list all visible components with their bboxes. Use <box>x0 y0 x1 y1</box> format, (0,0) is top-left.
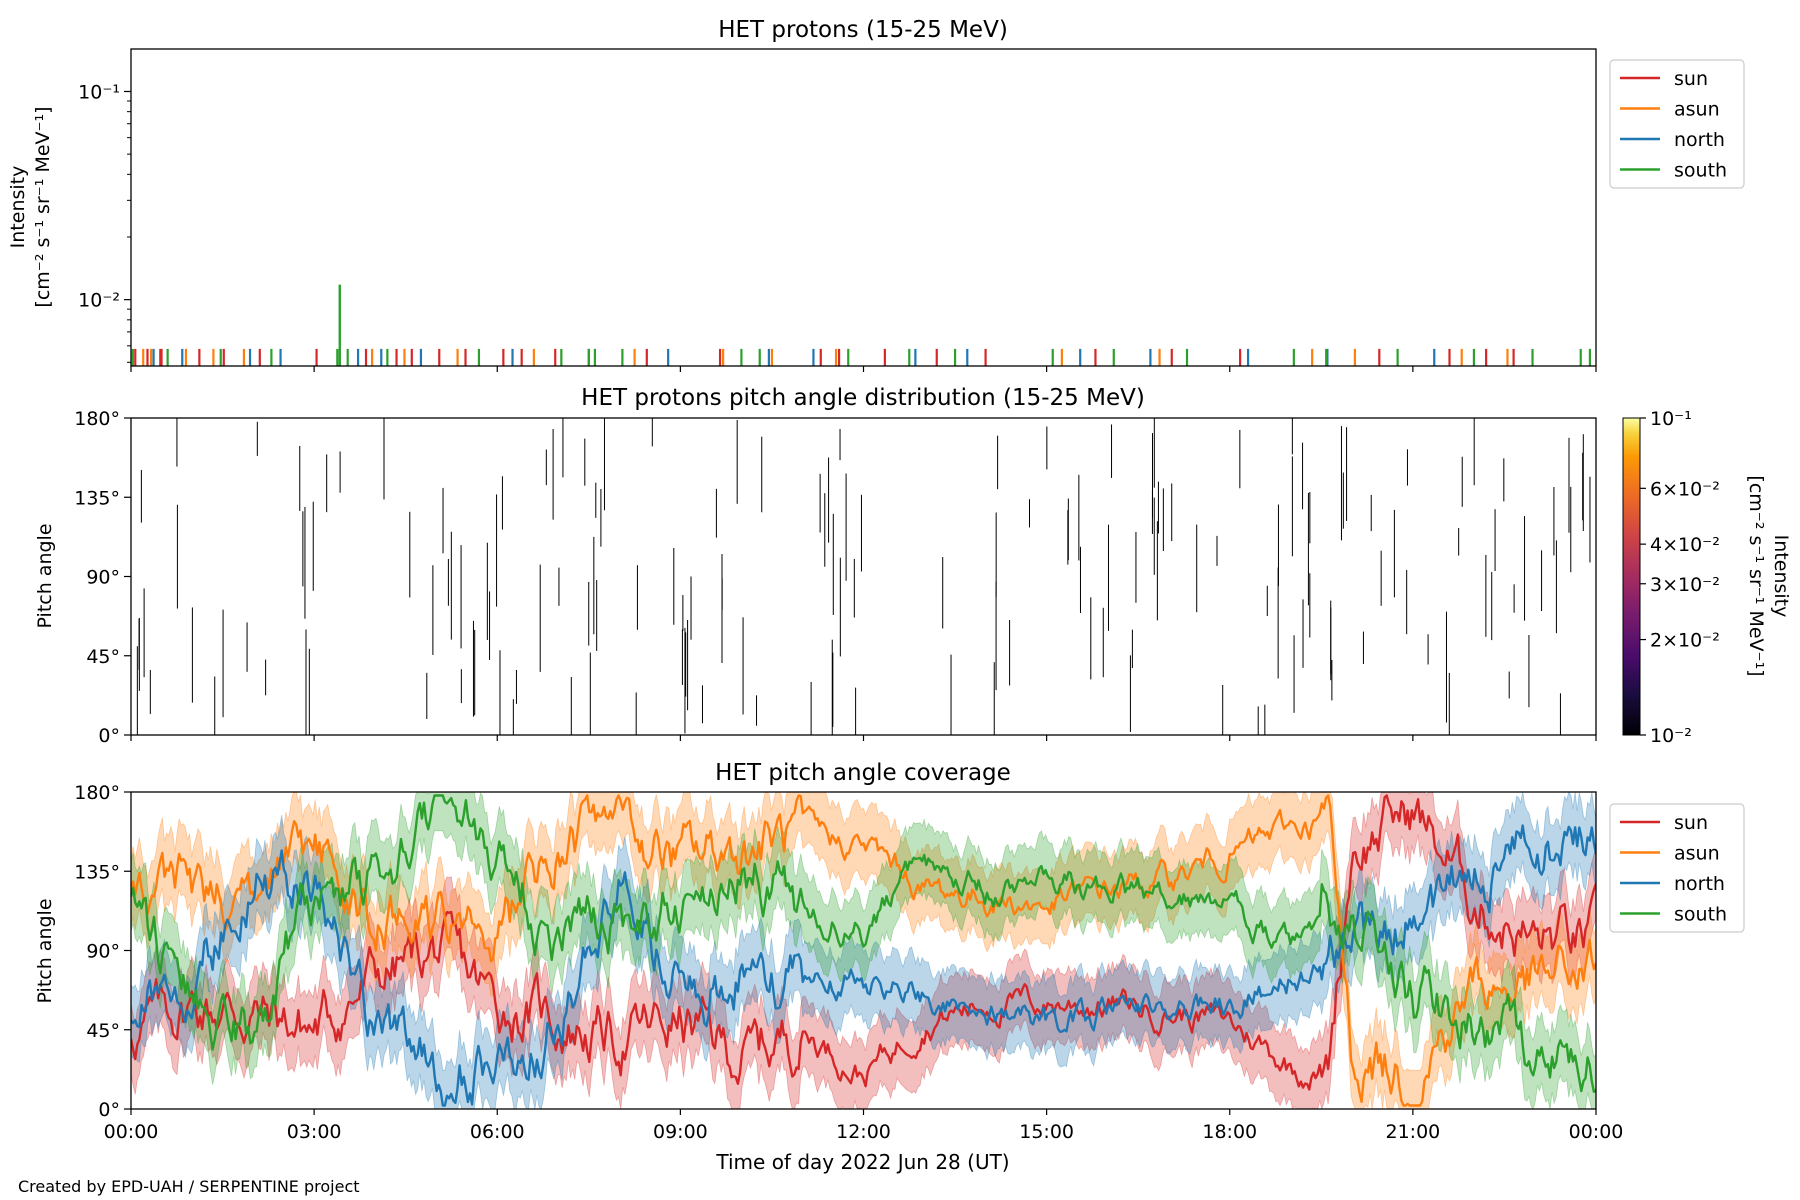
y-tick-label: 180° <box>74 782 120 804</box>
distribution-marks <box>136 418 1591 735</box>
panel2-y-axis: 0° 45° 90° 135° 180° <box>74 408 131 747</box>
intensity-spikes <box>131 284 1591 366</box>
coverage-band-north <box>131 792 1596 1109</box>
legend-label-south: south <box>1674 904 1727 926</box>
panel1-ylabel-line1: Intensity <box>7 166 29 249</box>
colorbar-label-line2: [cm⁻² s⁻¹ sr⁻¹ MeV⁻¹] <box>1745 475 1767 676</box>
coverage-band-sun <box>131 792 1596 1109</box>
panel3-title: HET pitch angle coverage <box>715 760 1011 786</box>
colorbar-tick-label: 10⁻¹ <box>1650 408 1692 430</box>
colorbar-ticks: 10⁻² 2×10⁻² 3×10⁻² 4×10⁻² 6×10⁻² 10⁻¹ <box>1640 408 1720 747</box>
pitch-angle-distribution-panel: HET protons pitch angle distribution (15… <box>34 385 1792 747</box>
panel1-legend: sun asun north south <box>1609 59 1745 189</box>
panel3-ylabel: Pitch angle <box>34 898 56 1003</box>
panel2-ylabel: Pitch angle <box>34 523 56 628</box>
panel3-legend: sun asun north south <box>1609 803 1745 933</box>
coverage-line-north <box>131 824 1596 1107</box>
y-tick-label: 90° <box>86 567 120 589</box>
coverage-band-asun <box>131 792 1596 1109</box>
x-tick-label: 06:00 <box>470 1121 525 1143</box>
y-tick-label: 180° <box>74 408 120 430</box>
colorbar-label-line1: Intensity <box>1770 535 1792 618</box>
panel3-x-axis: 00:00 03:00 06:00 09:00 12:00 15:00 18:00 21:00… <box>104 1109 1624 1143</box>
coverage-band-south <box>131 792 1596 1109</box>
coverage-bands <box>131 792 1596 1109</box>
x-tick-label: 18:00 <box>1202 1121 1257 1143</box>
y-tick-label: 10⁻¹ <box>78 81 120 103</box>
panel2-title: HET protons pitch angle distribution (15… <box>581 385 1145 411</box>
panel1-title: HET protons (15-25 MeV) <box>718 17 1008 43</box>
y-tick-label: 0° <box>98 1099 120 1121</box>
legend-label-south: south <box>1674 160 1727 182</box>
legend-box <box>1609 59 1745 189</box>
x-tick-label: 03:00 <box>287 1121 342 1143</box>
legend-label-north: north <box>1674 129 1725 151</box>
panel2-frame <box>130 417 1597 736</box>
legend-label-asun: asun <box>1674 99 1720 121</box>
colorbar-tick-label: 2×10⁻² <box>1650 630 1720 652</box>
legend-label-sun: sun <box>1674 68 1708 90</box>
legend-label-asun: asun <box>1674 843 1720 865</box>
y-tick-label: 10⁻² <box>78 290 120 312</box>
y-tick-label: 90° <box>86 941 120 963</box>
intensity-panel: HET protons (15-25 MeV) 10⁻¹ 10⁻² Intensi… <box>7 17 1745 372</box>
y-tick-label: 135° <box>74 861 120 883</box>
y-tick-label: 0° <box>98 725 120 747</box>
legend-label-sun: sun <box>1674 812 1708 834</box>
x-tick-label: 00:00 <box>104 1121 159 1143</box>
colorbar-tick-label: 10⁻² <box>1650 725 1692 747</box>
panel1-y-axis: 10⁻¹ 10⁻² <box>78 81 131 363</box>
y-tick-label: 45° <box>86 1020 120 1042</box>
x-tick-label: 15:00 <box>1019 1121 1074 1143</box>
coverage-line-asun <box>131 794 1596 1107</box>
panel1-x-axis <box>130 366 1597 372</box>
x-axis-label: Time of day 2022 Jun 28 (UT) <box>715 1150 1009 1174</box>
panel1-frame <box>130 48 1597 367</box>
legend-label-north: north <box>1674 873 1725 895</box>
colorbar-tick-label: 6×10⁻² <box>1650 478 1720 500</box>
colorbar-tick-label: 4×10⁻² <box>1650 534 1720 556</box>
pitch-angle-coverage-panel: HET pitch angle coverage 0° 45° 90° 135° 180… <box>34 760 1745 1174</box>
coverage-line-sun <box>131 794 1596 1091</box>
x-tick-label: 00:00 <box>1569 1121 1624 1143</box>
x-tick-label: 12:00 <box>836 1121 891 1143</box>
legend-box <box>1609 803 1745 933</box>
y-tick-label: 135° <box>74 487 120 509</box>
coverage-line-south <box>131 794 1596 1093</box>
panel3-y-axis: 0° 45° 90° 135° 180° <box>74 782 131 1121</box>
colorbar-tick-label: 3×10⁻² <box>1650 574 1720 596</box>
x-tick-label: 21:00 <box>1385 1121 1440 1143</box>
panel2-x-axis <box>130 735 1597 741</box>
panel1-ylabel-line2: [cm⁻² s⁻¹ sr⁻¹ MeV⁻¹] <box>32 106 54 307</box>
x-tick-label: 09:00 <box>653 1121 708 1143</box>
footer-credit: Created by EPD-UAH / SERPENTINE project <box>18 1177 360 1196</box>
y-tick-label: 45° <box>86 646 120 668</box>
colorbar <box>1622 417 1641 736</box>
coverage-lines <box>131 794 1596 1107</box>
